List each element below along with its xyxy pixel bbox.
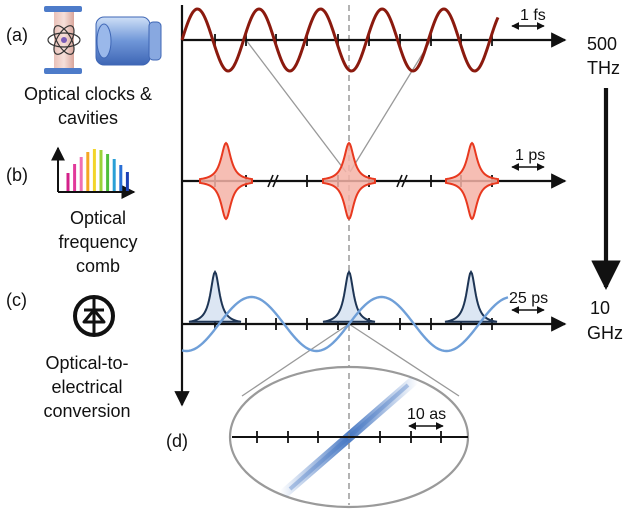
caption-b-line2: frequency — [58, 232, 137, 252]
inset-scale-label: 10 as — [407, 406, 446, 423]
scale-label-c: 25 ps — [509, 290, 548, 307]
scale-bars — [511, 22, 545, 314]
row-label-c: (c) — [6, 290, 27, 310]
electrical-pulse — [322, 270, 376, 323]
caption-c-line3: conversion — [43, 401, 130, 421]
caption-b-line3: comb — [76, 256, 120, 276]
photodiode-icon — [73, 295, 115, 337]
optical-carrier-wave — [180, 7, 500, 73]
comb-pulse — [445, 141, 499, 221]
axis-break-marks — [267, 174, 408, 188]
comb-pulse-train — [199, 141, 499, 221]
atom-clock-and-cavity-icon — [44, 6, 162, 74]
scale-label-a: 1 fs — [520, 7, 546, 24]
caption-c-line1: Optical-to- — [45, 353, 128, 373]
scale-label-b: 1 ps — [515, 147, 545, 164]
electrical-pulse — [188, 270, 242, 323]
electrical-pulse — [444, 270, 498, 323]
freq-bottom-unit: GHz — [587, 323, 623, 343]
caption-a-line2: cavities — [58, 108, 118, 128]
comb-pulse — [322, 141, 376, 221]
freq-bottom-value: 10 — [590, 298, 610, 318]
comb-pulse — [199, 141, 253, 221]
caption-c-line2: electrical — [51, 377, 122, 397]
guide-lines — [241, 39, 460, 397]
caption-b-line1: Optical — [70, 208, 126, 228]
inset-label: (d) — [166, 431, 188, 451]
attosecond-inset: 10 as — [228, 365, 470, 509]
freq-top-unit: THz — [587, 58, 620, 78]
caption-a-line1: Optical clocks & — [24, 84, 152, 104]
row-label-a: (a) — [6, 25, 28, 45]
freq-top-value: 500 — [587, 34, 617, 54]
comb-spectrum-icon — [51, 146, 136, 199]
electrical-sine-wave — [181, 295, 509, 353]
row-label-b: (b) — [6, 165, 28, 185]
electrical-pulse-train — [188, 270, 498, 323]
